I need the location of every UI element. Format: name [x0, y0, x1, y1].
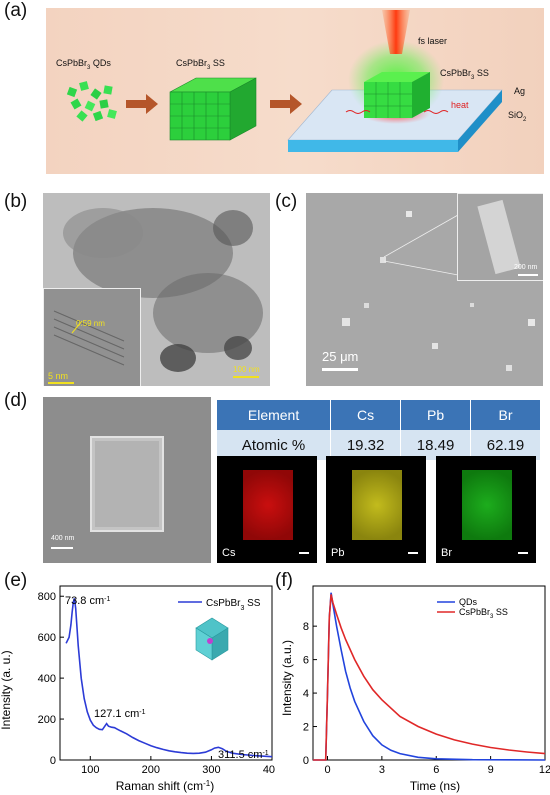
trpl-ytick-label: 8 — [303, 621, 309, 633]
heat-wave-icon — [345, 110, 371, 114]
trpl-xtick-label: 12 — [539, 764, 550, 776]
sem-image: 200 nm 25 μm — [306, 193, 543, 386]
sem-main-scale-label: 25 μm — [322, 349, 359, 364]
trpl-ytick-label: 4 — [303, 688, 309, 700]
superstructure-cube-icon — [169, 77, 257, 141]
raman-xtick-label: 300 — [202, 764, 220, 776]
qds-label: CsPbBr3 QDs — [56, 58, 111, 71]
raman-ylabel: Intensity (a. u.) — [0, 650, 13, 729]
eds-map-cs: Cs — [217, 456, 317, 563]
sem-particle-scale-bar — [51, 547, 73, 549]
raman-ytick-label: 800 — [38, 591, 56, 603]
eds-header-cell: Cs — [330, 400, 402, 430]
raman-ytick-label: 0 — [50, 755, 56, 767]
raman-annotation: 73.8 cm-1 — [65, 595, 110, 607]
ss2-label: CsPbBr3 SS — [440, 68, 489, 81]
tem-image: 0.59 nm 5 nm 100 nm — [43, 193, 270, 386]
raman-chart: 100 200 300 400 0 200 400 600 800 Intensity (a. … — [0, 585, 275, 794]
trpl-ytick-label: 2 — [303, 722, 309, 734]
heat-label: heat — [451, 100, 469, 110]
raman-annotation: 127.1 cm-1 — [94, 708, 146, 720]
arrow-right-icon — [126, 94, 158, 114]
trpl-legend-label: QDs — [459, 597, 478, 607]
inset-scale-bar — [48, 382, 74, 384]
eds-table-header: Element Cs Pb Br — [217, 400, 541, 430]
raman-plot-frame — [59, 585, 273, 761]
eds-map-scale-bar — [299, 552, 309, 554]
arrow-right-icon — [270, 94, 302, 114]
raman-xlabel: Raman shift (cm-1) — [116, 779, 214, 794]
crystal-structure-icon — [195, 617, 229, 661]
ag-label: Ag — [514, 86, 526, 96]
eds-map-label: Pb — [331, 547, 345, 559]
trpl-xtick-label: 0 — [324, 764, 330, 776]
eds-map-scale-bar — [518, 552, 528, 554]
eds-map-scale-bar — [408, 552, 418, 554]
trpl-ylabel: Intensity (a.u.) — [280, 640, 294, 716]
eds-table-row: Atomic % 19.32 18.49 62.19 — [217, 430, 541, 460]
main-scale-label: 100 nm — [233, 365, 260, 374]
panel-label-c: (c) — [275, 191, 298, 212]
eds-map-label: Cs — [222, 547, 236, 559]
sem-main-scale-bar — [322, 368, 358, 371]
sem-particle-scale-label: 400 nm — [51, 535, 75, 542]
schematic-panel: CsPbBr3 QDs CsPbBr3 SS fs laser CsPbBr3 … — [46, 8, 544, 174]
raman-ytick-label: 400 — [38, 673, 56, 685]
eds-map-pb: Pb — [326, 456, 426, 563]
raman-annotation: 311.5 cm-1 — [218, 749, 269, 761]
trpl-ytick-label: 6 — [303, 655, 309, 667]
raman-ytick-label: 600 — [38, 632, 56, 644]
panel-label-a: (a) — [4, 0, 28, 21]
sem-inset: 200 nm — [457, 193, 543, 281]
eds-value-cell: 18.49 — [400, 430, 472, 460]
panel-label-e: (e) — [4, 570, 28, 591]
trpl-series-line-0 — [313, 592, 546, 761]
tem-inset: 0.59 nm 5 nm — [43, 288, 141, 386]
raman-xtick-label: 400 — [263, 764, 275, 776]
main-scale-bar — [233, 376, 259, 378]
sem-inset-scale-label: 200 nm — [514, 264, 538, 271]
eds-map-label: Br — [441, 547, 452, 559]
eds-value-cell: 19.32 — [330, 430, 402, 460]
trpl-chart: 0 3 6 9 12 0 2 4 6 8 Intensity (a.u.) Time (ns) Q… — [280, 585, 550, 793]
raman-xtick-label: 100 — [81, 764, 99, 776]
eds-header-cell: Element — [217, 400, 332, 430]
panel-label-b: (b) — [4, 191, 28, 212]
trpl-xtick-label: 3 — [379, 764, 385, 776]
heated-cube-icon — [364, 72, 430, 118]
eds-value-cell: Atomic % — [217, 430, 332, 460]
trpl-legend-label: CsPbBr3 SS — [459, 607, 508, 620]
sio2-label: SiO2 — [508, 110, 527, 123]
laser-label: fs laser — [418, 36, 448, 46]
panel-label-f: (f) — [275, 570, 293, 591]
ss-label: CsPbBr3 SS — [176, 58, 225, 71]
inset-scale-label: 5 nm — [48, 371, 69, 381]
raman-series-line-0 — [65, 598, 273, 758]
eds-header-cell: Pb — [400, 400, 472, 430]
sem-particle-image: 400 nm — [43, 397, 211, 563]
trpl-xlabel: Time (ns) — [410, 779, 460, 793]
raman-legend-label: CsPbBr3 SS — [206, 598, 261, 612]
eds-value-cell: 62.19 — [470, 430, 541, 460]
eds-map-br: Br — [436, 456, 536, 563]
trpl-series-line-1 — [313, 594, 546, 761]
trpl-ytick-label: 0 — [303, 755, 309, 767]
lattice-label: 0.59 nm — [76, 319, 105, 328]
trpl-plot-frame — [312, 585, 546, 761]
quantum-dots-icon — [66, 81, 117, 122]
sem-inset-scale-bar — [518, 274, 538, 276]
trpl-xtick-label: 6 — [433, 764, 439, 776]
eds-header-cell: Br — [470, 400, 541, 430]
trpl-xtick-label: 9 — [488, 764, 494, 776]
panel-label-d: (d) — [4, 390, 28, 411]
raman-xtick-label: 200 — [142, 764, 160, 776]
schematic-drawing — [66, 10, 503, 152]
heat-wave-icon — [423, 110, 449, 114]
eds-table: Element Cs Pb Br Atomic % 19.32 18.49 62… — [217, 400, 541, 460]
raman-ytick-label: 200 — [38, 714, 56, 726]
laser-beam-icon — [382, 10, 410, 54]
